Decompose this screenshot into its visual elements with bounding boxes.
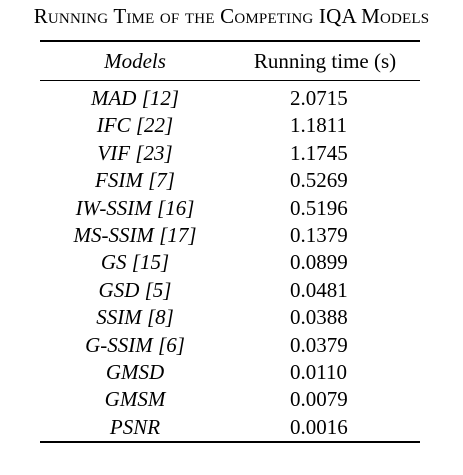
running-time-value: 0.1379 xyxy=(290,223,348,248)
header-models: Models xyxy=(104,49,166,73)
table-row: GMSD 0.0110 xyxy=(40,359,420,386)
running-time-value: 0.0379 xyxy=(290,332,348,357)
table-header: Models Running time (s) xyxy=(40,42,420,80)
running-time-value: 1.1811 xyxy=(290,113,347,138)
table-caption: Running Time of the Competing IQA Models xyxy=(33,4,430,28)
table-row: MS-SSIM [17] 0.1379 xyxy=(40,222,420,249)
running-time-value: 0.0079 xyxy=(290,387,348,412)
running-time-value: 1.1745 xyxy=(290,140,348,165)
table-row: PSNR 0.0016 xyxy=(40,414,420,441)
running-time-value: 0.5196 xyxy=(290,195,348,220)
model-name: IFC [22] xyxy=(96,113,174,138)
model-name: GMSM xyxy=(104,387,166,412)
data-table: Models Running time (s) xyxy=(40,42,420,80)
table-row: GSD [5] 0.0481 xyxy=(40,277,420,304)
model-name: GSD [5] xyxy=(98,277,172,302)
running-time-table: Models Running time (s) MAD [12] 2.0715 … xyxy=(40,40,420,444)
header-rule xyxy=(40,80,420,81)
model-name: SSIM [8] xyxy=(96,305,174,330)
model-name: IW-SSIM [16] xyxy=(75,195,195,220)
top-rule xyxy=(40,40,420,42)
running-time-value: 0.0388 xyxy=(290,305,348,330)
header-row: Models Running time (s) xyxy=(40,42,420,80)
model-name: VIF [23] xyxy=(97,140,173,165)
running-time-value: 0.0016 xyxy=(290,414,348,439)
running-time-value: 0.0110 xyxy=(290,360,347,385)
table-row: GS [15] 0.0899 xyxy=(40,249,420,276)
running-time-value: 2.0715 xyxy=(290,86,348,110)
model-name: PSNR xyxy=(109,414,161,439)
model-name: GMSD xyxy=(105,360,165,385)
bottom-rule xyxy=(40,441,420,444)
running-time-value: 0.0481 xyxy=(290,277,348,302)
model-name: MS-SSIM [17] xyxy=(73,223,197,248)
table-row: MAD [12] 2.0715 xyxy=(40,81,420,112)
table-row: FSIM [7] 0.5269 xyxy=(40,167,420,194)
running-time-value: 0.0899 xyxy=(290,250,348,275)
model-name: MAD [12] xyxy=(90,86,180,110)
model-name: FSIM [7] xyxy=(95,168,175,193)
running-time-value: 0.5269 xyxy=(290,168,348,193)
table-row: G-SSIM [6] 0.0379 xyxy=(40,332,420,359)
data-table-body: MAD [12] 2.0715 IFC [22] 1.1811 VIF [23]… xyxy=(40,81,420,441)
table-row: IW-SSIM [16] 0.5196 xyxy=(40,195,420,222)
table-row: VIF [23] 1.1745 xyxy=(40,140,420,167)
model-name: GS [15] xyxy=(100,250,170,275)
table-row: SSIM [8] 0.0388 xyxy=(40,304,420,331)
table-row: GMSM 0.0079 xyxy=(40,386,420,413)
model-name: G-SSIM [6] xyxy=(85,332,185,357)
table-row: IFC [22] 1.1811 xyxy=(40,112,420,139)
header-running-time: Running time (s) xyxy=(253,49,397,73)
